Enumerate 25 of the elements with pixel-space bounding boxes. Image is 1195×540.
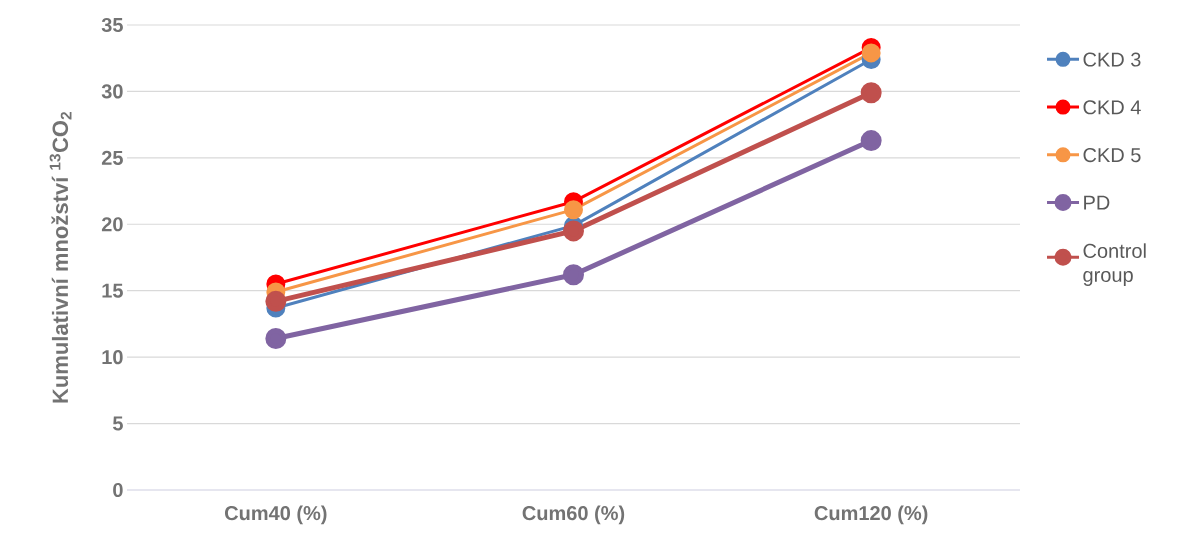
y-tick-label: 20 (101, 217, 123, 232)
legend-label: PD (1084, 195, 1110, 210)
point (564, 200, 583, 220)
point (860, 82, 882, 104)
legend-label: Control group (1083, 243, 1146, 286)
point (563, 220, 584, 242)
x-tick-label: Cum120 (%) (814, 505, 928, 525)
legend-label: CKD 5 (1083, 147, 1141, 163)
y-tick-label: 35 (101, 17, 123, 33)
x-tick-label: Cum60 (%) (522, 505, 625, 525)
y-tick-label: 0 (113, 482, 123, 498)
point (563, 264, 584, 286)
point (861, 43, 881, 63)
y-tick-label: 5 (112, 416, 123, 431)
point (265, 328, 287, 350)
y-tick-label: 25 (101, 150, 123, 165)
legend-label: CKD 3 (1083, 52, 1141, 67)
y-tick-label: 10 (102, 350, 123, 365)
y-axis-title: Kumulativní množství $^{13}$CO$_{2}$ (49, 112, 72, 403)
y-tick-label: 30 (101, 84, 123, 99)
x-tick-label: Cum40 (%) (224, 505, 327, 525)
y-tick-label: 15 (102, 283, 123, 298)
legend-label: CKD 4 (1083, 100, 1141, 115)
point (265, 290, 287, 312)
point (860, 130, 882, 152)
